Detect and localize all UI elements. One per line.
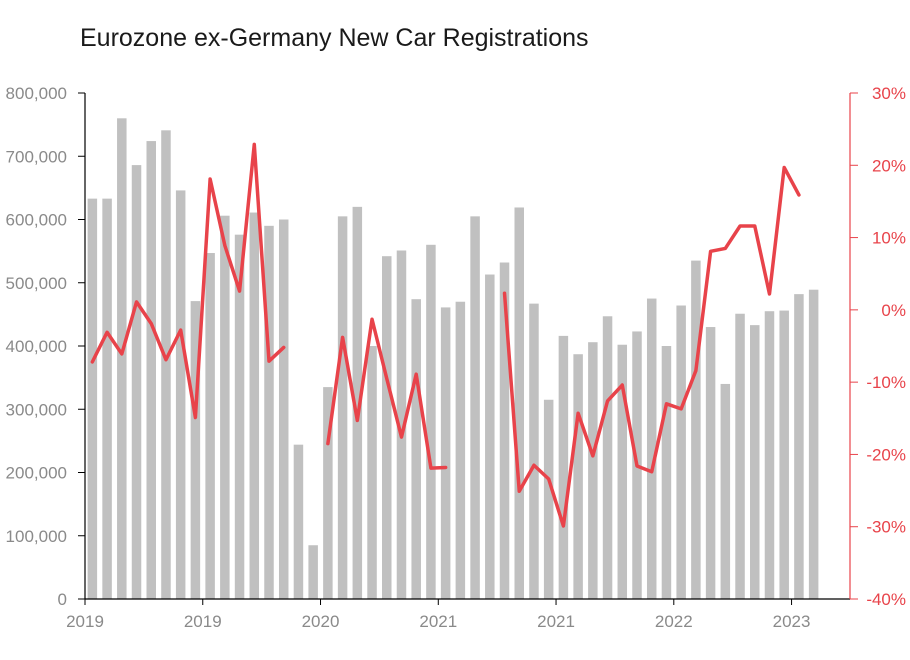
bar: [323, 387, 333, 599]
y-right-tick-label: -10%: [866, 373, 906, 392]
y-left-tick-label: 200,000: [6, 464, 67, 483]
y-left-tick-label: 0: [58, 590, 67, 609]
bar: [220, 215, 230, 599]
bar: [514, 207, 524, 600]
x-tick-label: 2019: [66, 612, 104, 631]
bar: [808, 289, 819, 599]
x-tick-label: 2020: [302, 612, 340, 631]
line-segment: [502, 165, 801, 528]
bar: [794, 294, 804, 599]
bar: [146, 141, 156, 599]
bar: [573, 354, 583, 599]
bar: [646, 298, 657, 599]
bar: [676, 305, 686, 599]
bar: [308, 545, 318, 599]
bar: [602, 316, 613, 599]
bar: [249, 212, 260, 600]
line-segment: [90, 142, 286, 420]
bar: [543, 399, 554, 599]
bar: [764, 311, 775, 599]
y-right-tick-label: 0%: [881, 301, 906, 320]
y-left-tick-label: 700,000: [6, 147, 67, 166]
axes: 2019 2019 2020 2021 2021 2022 2023 0 100,000 200,…: [6, 84, 906, 631]
bar: [367, 346, 377, 599]
y-right-tick-label: 30%: [872, 84, 906, 103]
y-right-tick-label: 10%: [872, 229, 906, 248]
y-right-tick-label: -40%: [866, 590, 906, 609]
y-right-tick-label: -30%: [866, 518, 906, 537]
y-left-tick-label: 600,000: [6, 211, 67, 230]
line-series: [90, 142, 801, 528]
bar: [617, 344, 628, 599]
y-left-tick-label: 500,000: [6, 274, 67, 293]
bar: [720, 383, 731, 599]
bar: [735, 313, 745, 599]
bar: [175, 190, 186, 599]
bar: [117, 118, 127, 600]
y-right-tick-label: 20%: [872, 156, 906, 175]
bar: [234, 234, 245, 599]
bar: [485, 274, 495, 599]
bar: [396, 250, 407, 600]
bar-series: [87, 118, 819, 600]
bar: [750, 325, 760, 599]
bar: [102, 198, 112, 599]
bar: [455, 301, 466, 599]
bar: [337, 216, 348, 599]
bar: [352, 206, 363, 599]
bar: [161, 130, 171, 599]
bar: [779, 310, 789, 599]
bar: [588, 342, 598, 599]
bar: [661, 346, 672, 599]
y-left-tick-label: 400,000: [6, 337, 67, 356]
y-left-tick-label: 800,000: [6, 84, 67, 103]
chart-title: Eurozone ex-Germany New Car Registration…: [80, 24, 589, 52]
bar: [440, 307, 451, 599]
bar: [499, 262, 510, 599]
x-tick-label: 2019: [184, 612, 222, 631]
bar: [411, 299, 421, 599]
bar: [529, 303, 539, 599]
bar: [293, 444, 304, 599]
bar: [190, 301, 201, 599]
bar: [87, 198, 98, 599]
bar: [705, 327, 716, 599]
x-tick-label: 2022: [655, 612, 693, 631]
bar: [205, 253, 215, 599]
bar: [691, 260, 701, 599]
bar: [131, 165, 142, 599]
bar: [382, 256, 392, 599]
bar: [426, 244, 436, 600]
x-tick-label: 2023: [773, 612, 811, 631]
line-segment: [326, 317, 448, 470]
y-left-tick-label: 300,000: [6, 400, 67, 419]
x-tick-label: 2021: [537, 612, 575, 631]
x-tick-label: 2021: [419, 612, 457, 631]
y-left-tick-label: 100,000: [6, 527, 67, 546]
bar: [558, 335, 569, 599]
bar: [264, 225, 274, 599]
bar: [470, 216, 480, 599]
y-right-tick-label: -20%: [866, 445, 906, 464]
bar: [278, 219, 289, 599]
